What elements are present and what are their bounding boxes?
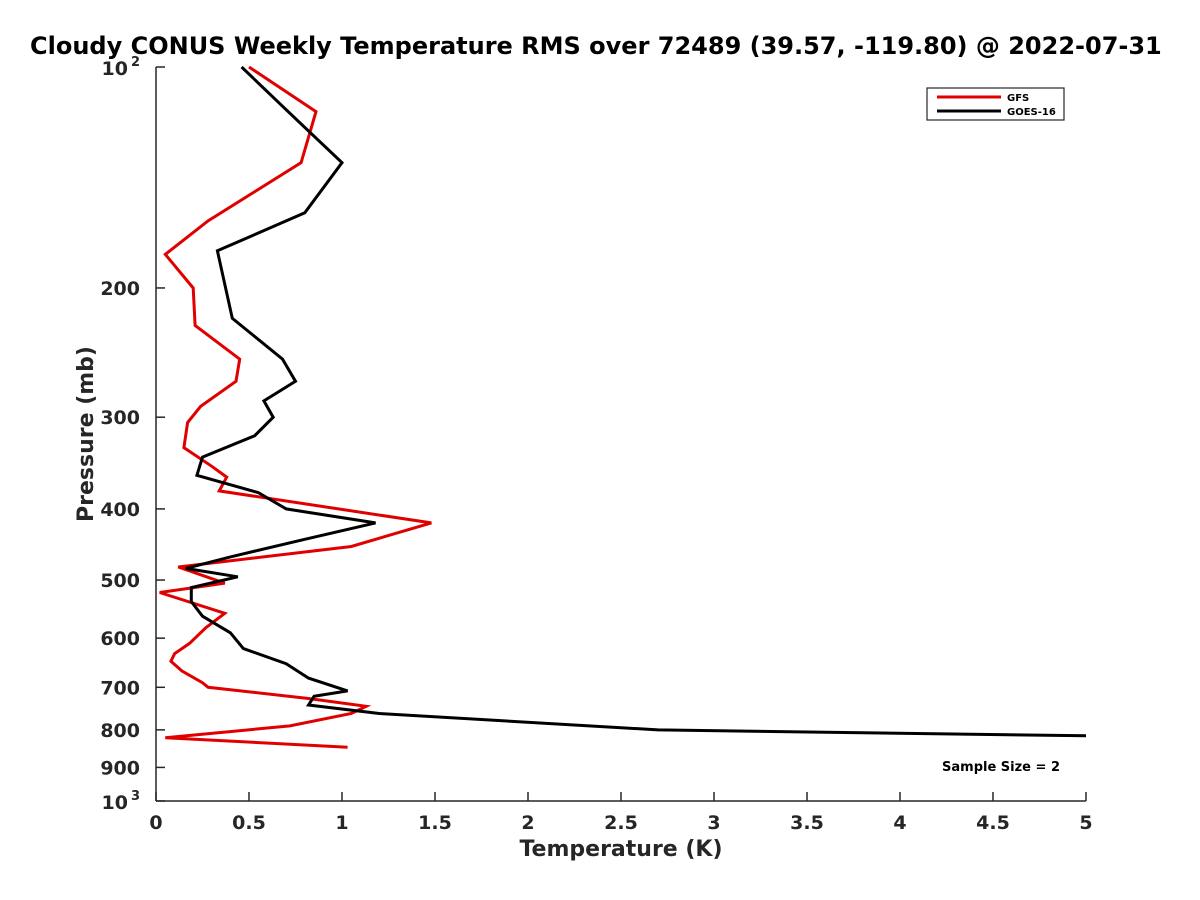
y-tick-label: 200 — [100, 278, 140, 300]
y-tick-label: 800 — [100, 720, 140, 742]
legend-label: GOES-16 — [1007, 107, 1056, 118]
x-tick-label: 3.5 — [790, 812, 824, 834]
legend: GFS GOES-16 — [926, 87, 1065, 121]
x-tick-label: 3 — [707, 812, 720, 834]
x-tick-label: 1.5 — [418, 812, 452, 834]
y-tick-label: 500 — [100, 570, 140, 592]
x-tick-label: 2.5 — [604, 812, 638, 834]
x-tick-label: 4.5 — [976, 812, 1010, 834]
x-axis-label: Temperature (K) — [519, 837, 722, 862]
series-group — [159, 65, 1087, 749]
x-tick-label: 2 — [521, 812, 534, 834]
y-tick-label: 10 — [102, 58, 128, 80]
y-tick-label: 400 — [100, 499, 140, 521]
legend-box — [926, 87, 1065, 121]
y-tick-label: 700 — [100, 677, 140, 699]
y-tick-exponent: 3 — [131, 789, 140, 804]
x-tick-label: 5 — [1079, 812, 1092, 834]
sample-size-annotation: Sample Size = 2 — [942, 760, 1060, 775]
y-tick-label: 300 — [100, 407, 140, 429]
x-tick-label: 0 — [149, 812, 162, 834]
goes-16-line — [185, 65, 1087, 738]
x-ticks: 0 0.5 1 1.5 2 2.5 3 3.5 4 4.5 5 — [149, 792, 1093, 834]
legend-label: GFS — [1007, 93, 1029, 104]
y-tick-label: 600 — [100, 628, 140, 650]
y-tick-label: 900 — [100, 757, 140, 779]
y-axis-label: Pressure (mb) — [74, 346, 99, 522]
chart-title: Cloudy CONUS Weekly Temperature RMS over… — [30, 32, 1162, 60]
x-tick-label: 4 — [893, 812, 906, 834]
x-tick-label: 0.5 — [232, 812, 266, 834]
x-tick-label: 1 — [335, 812, 348, 834]
y-tick-label: 10 — [102, 792, 128, 814]
gfs-line — [159, 65, 432, 749]
y-tick-exponent: 2 — [131, 55, 140, 70]
